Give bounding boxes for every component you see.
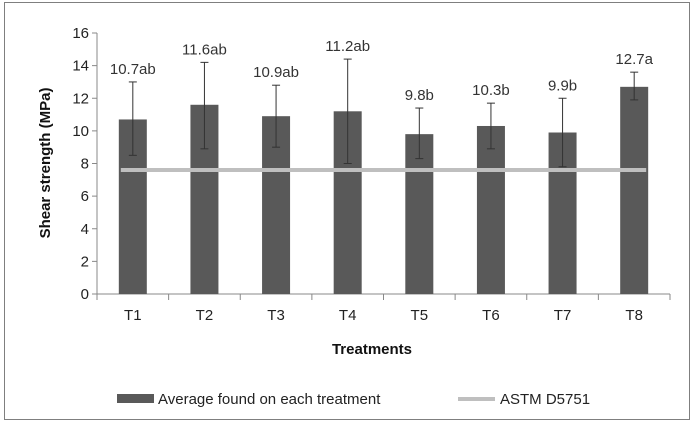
x-tick-label: T6: [482, 307, 500, 324]
x-tick-label: T8: [625, 307, 643, 324]
y-tick-label: 10: [72, 123, 89, 140]
legend: Average found on each treatment ASTM D57…: [117, 391, 590, 408]
y-tick-label: 12: [72, 90, 89, 107]
legend-label-astm: ASTM D5751: [500, 391, 590, 408]
data-label-t8: 12.7a: [615, 51, 653, 68]
error-bar-t1: [128, 81, 137, 156]
data-labels: 10.7ab 11.6ab 10.9ab 11.2ab 9.8b 10.3b 9.9b 12.…: [110, 38, 654, 104]
y-axis: 0 2 4 6 8 10 12 14 16: [72, 25, 98, 303]
error-bars: [128, 58, 639, 168]
y-axis-title: Shear strength (MPa): [37, 88, 54, 239]
bars: [118, 86, 649, 295]
error-bar-t8: [630, 71, 639, 101]
error-bar-t6: [486, 102, 495, 150]
data-label-t5: 9.8b: [405, 87, 434, 104]
x-tick-label: T3: [267, 307, 285, 324]
data-label-t1: 10.7ab: [110, 61, 156, 78]
x-axis-title: Treatments: [332, 341, 412, 358]
legend-swatch-average: [117, 394, 154, 403]
y-tick-label: 4: [81, 221, 89, 238]
y-tick-label: 6: [81, 188, 89, 205]
legend-label-average: Average found on each treatment: [158, 391, 381, 408]
x-tick-label: T7: [554, 307, 572, 324]
x-tick-label: T2: [196, 307, 214, 324]
x-tick-label: T1: [124, 307, 142, 324]
data-label-t7: 9.9b: [548, 77, 577, 94]
error-bar-t4: [343, 58, 352, 164]
error-bar-t3: [272, 84, 281, 148]
bar-t5: [405, 134, 434, 294]
error-bar-t5: [415, 107, 424, 160]
data-label-t2: 11.6ab: [182, 41, 227, 58]
x-tick-label: T5: [411, 307, 429, 324]
x-tick-label: T4: [339, 307, 357, 324]
x-axis: T1 T2 T3 T4 T5 T6 T7 T8: [96, 293, 671, 324]
y-tick-label: 2: [81, 253, 89, 270]
error-bar-t2: [200, 61, 209, 150]
y-tick-label: 0: [81, 286, 89, 303]
data-label-t3: 10.9ab: [253, 64, 299, 81]
error-bar-t7: [558, 97, 567, 168]
data-label-t4: 11.2ab: [325, 38, 370, 55]
y-tick-label: 16: [72, 25, 89, 42]
bar-t8: [620, 86, 649, 294]
bar-t6: [476, 125, 505, 294]
y-tick-label: 8: [81, 156, 89, 173]
y-tick-label: 14: [72, 58, 89, 75]
data-label-t6: 10.3b: [472, 82, 510, 99]
